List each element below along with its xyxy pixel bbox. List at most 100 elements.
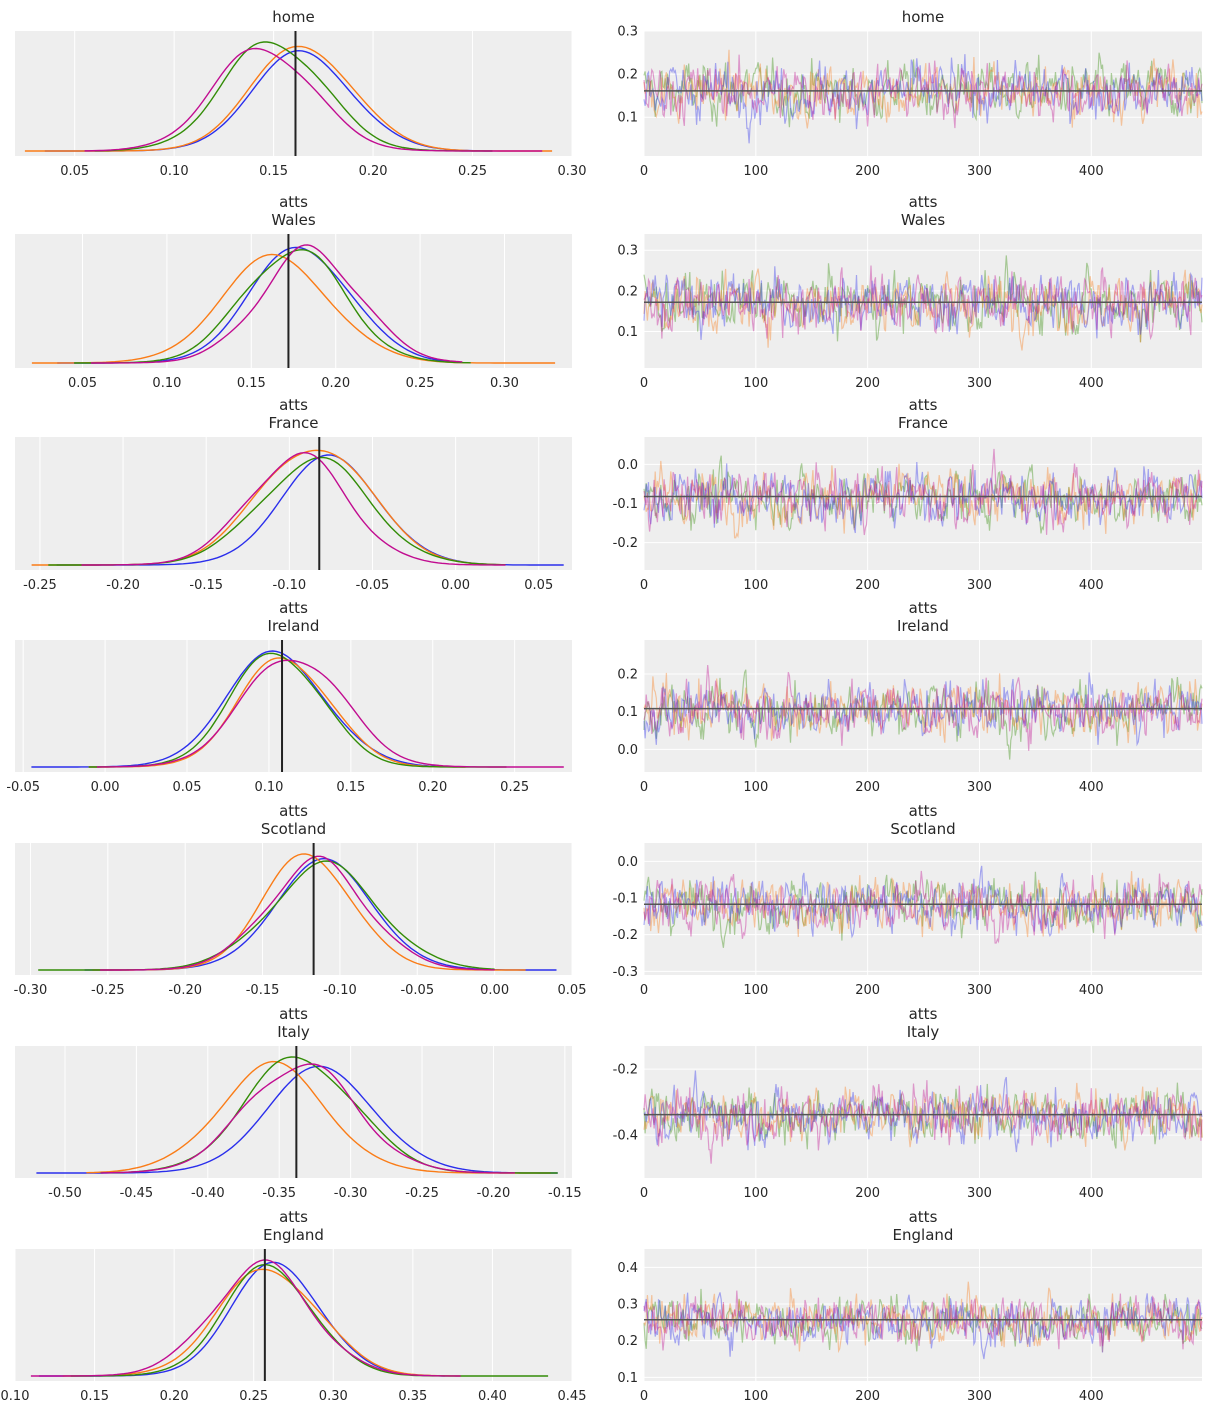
- trace-line-chain-1: [643, 1281, 1203, 1354]
- kde-tick-label: 0.35: [398, 1389, 427, 1404]
- trace-line-chain-0: [643, 266, 1203, 340]
- trace-x-tick-label: 300: [967, 1389, 992, 1404]
- trace-title: Wales: [901, 211, 945, 229]
- kde-title: France: [269, 414, 319, 432]
- kde-tick-label: 0.20: [160, 1389, 189, 1404]
- trace-plot-area: [644, 1046, 1202, 1178]
- kde-tick-label: 0.25: [500, 780, 529, 795]
- trace-x-tick-label: 0: [640, 164, 648, 179]
- trace-plot-area: [644, 640, 1202, 772]
- trace-title: Ireland: [897, 617, 949, 635]
- trace-line-chain-0: [643, 672, 1203, 747]
- trace-line-chain-2: [643, 52, 1203, 128]
- kde-tick-label: 0.15: [336, 780, 365, 795]
- kde-tick-label: 0.10: [254, 780, 283, 795]
- trace-x-tick-label: 100: [743, 578, 768, 593]
- trace-line-chain-1: [643, 1082, 1203, 1151]
- kde-line-chain-3: [100, 855, 495, 971]
- trace-y-tick-label: 0.3: [617, 1298, 638, 1313]
- trace-subplot: 0.1 0.2 0.3 0 100 200 300 400 home: [617, 8, 1203, 179]
- trace-line-chain-3: [643, 1080, 1203, 1164]
- trace-title: atts: [909, 1208, 938, 1226]
- trace-x-tick-label: 300: [967, 780, 992, 795]
- kde-tick-label: -0.15: [189, 578, 223, 593]
- trace-x-tick-label: 400: [1079, 1389, 1104, 1404]
- kde-tick-label: 0.00: [91, 780, 120, 795]
- kde-title: Wales: [271, 211, 315, 229]
- kde-tick-label: -0.25: [405, 1186, 439, 1201]
- kde-line-chain-3: [96, 659, 564, 768]
- kde-tick-label: 0.05: [173, 780, 202, 795]
- trace-line-chain-2: [643, 255, 1203, 343]
- kde-subplot: -0.30 -0.25 -0.20 -0.15 -0.10 -0.05 0.00 0.05 at…: [14, 802, 587, 998]
- trace-x-tick-label: 100: [743, 1186, 768, 1201]
- trace-line-chain-3: [643, 1290, 1203, 1351]
- trace-line-chain-1: [643, 460, 1203, 539]
- kde-tick-label: 0.10: [152, 376, 181, 391]
- trace-y-tick-label: 0.3: [617, 25, 638, 40]
- trace-x-tick-label: 0: [640, 1389, 648, 1404]
- kde-line-chain-3: [30, 1259, 461, 1377]
- trace-y-tick-label: 0.1: [617, 1371, 638, 1386]
- kde-line-chain-3: [100, 1063, 515, 1174]
- trace-title: atts: [909, 599, 938, 617]
- kde-tick-label: 0.20: [418, 780, 447, 795]
- kde-tick-label: -0.15: [246, 983, 280, 998]
- kde-tick-label: -0.30: [334, 1186, 368, 1201]
- kde-line-chain-3: [84, 47, 543, 152]
- trace-y-tick-label: 0.1: [617, 705, 638, 720]
- trace-x-tick-label: 200: [855, 983, 880, 998]
- kde-tick-label: -0.15: [548, 1186, 582, 1201]
- trace-x-tick-label: 200: [855, 1186, 880, 1201]
- kde-tick-label: 0.25: [239, 1389, 268, 1404]
- panel-3: -0.05 0.00 0.05 0.10 0.15 0.20 0.25attsIreland…: [6, 599, 1203, 795]
- kde-tick-label: -0.25: [91, 983, 125, 998]
- trace-y-tick-label: 0.0: [617, 855, 638, 870]
- kde-tick-label: -0.40: [191, 1186, 225, 1201]
- trace-x-tick-label: 100: [743, 780, 768, 795]
- kde-subplot: 0.10 0.15 0.20 0.25 0.30 0.35 0.40 0.45 attsEngl…: [1, 1208, 587, 1404]
- trace-x-tick-label: 400: [1079, 780, 1104, 795]
- kde-tick-label: 0.00: [441, 578, 470, 593]
- kde-subplot: -0.25 -0.20 -0.15 -0.10 -0.05 0.00 0.05 attsFra…: [15, 396, 572, 593]
- kde-plot-area: [15, 843, 572, 975]
- panel-4: -0.30 -0.25 -0.20 -0.15 -0.10 -0.05 0.00 0.05at…: [14, 802, 1203, 998]
- kde-tick-label: -0.05: [400, 983, 434, 998]
- trace-title: home: [902, 8, 945, 26]
- trace-y-tick-label: 0.3: [617, 244, 638, 259]
- kde-title: England: [263, 1226, 324, 1244]
- trace-x-tick-label: 0: [640, 780, 648, 795]
- trace-x-tick-label: 300: [967, 376, 992, 391]
- trace-x-tick-label: 400: [1079, 578, 1104, 593]
- kde-tick-label: 0.30: [490, 376, 519, 391]
- trace-line-chain-3: [643, 870, 1203, 944]
- kde-title: atts: [279, 396, 308, 414]
- kde-line-chain-1: [62, 1268, 461, 1377]
- kde-tick-label: -0.10: [273, 578, 307, 593]
- kde-tick-label: 0.05: [60, 164, 89, 179]
- trace-line-chain-2: [643, 1082, 1203, 1150]
- kde-title: atts: [279, 1005, 308, 1023]
- kde-plot-area: [15, 1249, 572, 1381]
- kde-title: Ireland: [268, 617, 320, 635]
- trace-x-tick-label: 400: [1079, 376, 1104, 391]
- kde-tick-label: 0.15: [259, 164, 288, 179]
- kde-plot-area: [15, 234, 572, 368]
- trace-x-tick-label: 0: [640, 983, 648, 998]
- trace-x-tick-label: 0: [640, 1186, 648, 1201]
- kde-tick-label: 0.25: [458, 164, 487, 179]
- trace-title: atts: [909, 193, 938, 211]
- trace-y-tick-label: -0.4: [613, 1129, 638, 1144]
- trace-y-tick-label: 0.0: [617, 743, 638, 758]
- trace-x-tick-label: 300: [967, 578, 992, 593]
- panel-1: 0.05 0.10 0.15 0.20 0.25 0.30attsWales0.10.20…: [15, 193, 1203, 391]
- kde-tick-label: -0.20: [477, 1186, 511, 1201]
- kde-plot-area: [15, 640, 572, 772]
- trace-line-chain-1: [643, 672, 1203, 744]
- kde-tick-label: 0.10: [160, 164, 189, 179]
